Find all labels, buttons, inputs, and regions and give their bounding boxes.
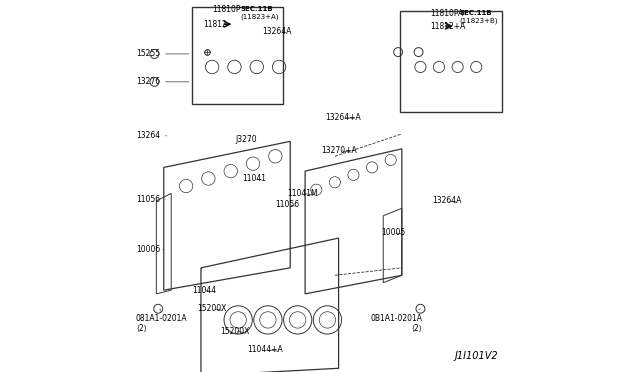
Text: 15255: 15255 <box>136 49 189 58</box>
Text: 11056: 11056 <box>136 195 166 203</box>
Bar <box>191 7 283 104</box>
Text: SEC.11B: SEC.11B <box>240 6 273 12</box>
Text: (11823+B): (11823+B) <box>460 17 498 24</box>
Text: J1I101V2: J1I101V2 <box>455 351 499 361</box>
Text: 11810PA: 11810PA <box>429 9 463 17</box>
Text: 11041M: 11041M <box>287 189 318 198</box>
Text: 10005: 10005 <box>381 228 406 237</box>
Text: 15200X: 15200X <box>220 327 250 336</box>
Text: 13264A: 13264A <box>432 196 461 205</box>
Text: 13270+A: 13270+A <box>321 146 357 155</box>
Text: 13264+A: 13264+A <box>325 113 361 122</box>
Text: 0B1A1-0201A
⟨2⟩: 0B1A1-0201A ⟨2⟩ <box>371 309 422 333</box>
Bar <box>400 11 502 112</box>
Text: J3270: J3270 <box>235 135 257 144</box>
Text: 13264: 13264 <box>136 131 166 140</box>
Text: 13264A: 13264A <box>262 27 292 36</box>
Text: 11056: 11056 <box>275 200 300 209</box>
Text: 13276: 13276 <box>136 77 189 86</box>
Text: 11044+A: 11044+A <box>247 345 283 354</box>
Text: (11823+A): (11823+A) <box>240 13 278 20</box>
Text: 11041: 11041 <box>242 174 266 183</box>
Text: 11812+A: 11812+A <box>429 22 465 31</box>
Text: SEC.11B: SEC.11B <box>460 10 492 16</box>
Text: 081A1-0201A
⟨2⟩: 081A1-0201A ⟨2⟩ <box>136 309 188 333</box>
Text: 11812: 11812 <box>203 20 227 29</box>
Text: 11044: 11044 <box>192 286 216 295</box>
Text: 10006: 10006 <box>136 245 164 254</box>
Text: 11810P: 11810P <box>212 5 241 14</box>
Text: 15200X: 15200X <box>198 304 227 313</box>
